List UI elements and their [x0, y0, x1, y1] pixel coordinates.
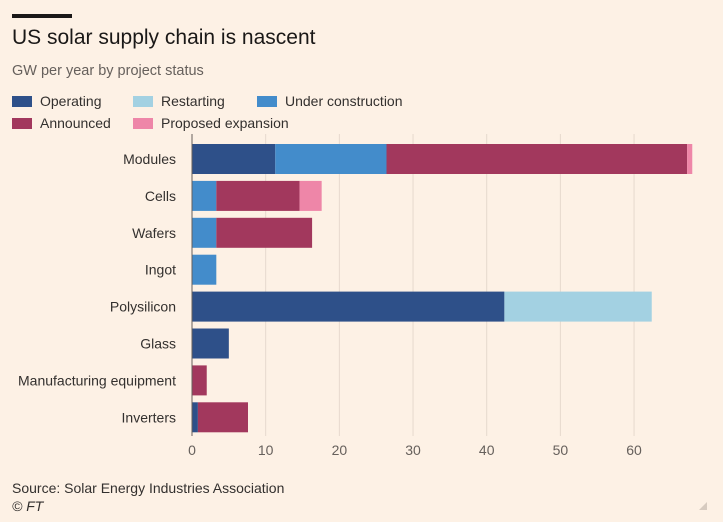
legend-swatch-restarting: [133, 95, 153, 107]
bar-cells-announced: [216, 180, 300, 211]
legend-item-proposed-expansion: Proposed expansion: [133, 115, 289, 131]
legend-swatch-proposed-expansion: [133, 117, 153, 129]
bar-inverters-announced: [197, 402, 248, 433]
legend-swatch-announced: [12, 117, 32, 129]
x-tick-label-40: 40: [479, 442, 495, 458]
bar-inverters-operating: [192, 402, 198, 433]
bar-glass-operating: [192, 328, 229, 359]
x-tick-label-30: 30: [405, 442, 421, 458]
bar-modules-under-construction: [275, 144, 387, 174]
bar-polysilicon-operating: [192, 291, 505, 322]
chart-title: US solar supply chain is nascent: [12, 26, 316, 49]
x-tick-label-10: 10: [258, 442, 274, 458]
legend-item-operating: Operating: [12, 93, 101, 109]
category-label-cells: Cells: [145, 188, 176, 204]
bar-wafers-under-construction: [192, 217, 217, 248]
resize-corner-icon: [699, 502, 707, 510]
x-tick-label-0: 0: [188, 442, 196, 458]
category-label-inverters: Inverters: [122, 409, 176, 425]
legend-swatch-operating: [12, 95, 32, 107]
bar-chart: 0 10 20 30 40 50 60 Modules Cells Wafers Ingot Poly…: [18, 134, 693, 458]
x-tick-label-50: 50: [553, 442, 569, 458]
bar-polysilicon-restarting: [504, 291, 652, 322]
bar-wafers-announced: [216, 217, 313, 248]
bar-modules-operating: [192, 144, 276, 174]
x-tick-label-60: 60: [626, 442, 642, 458]
legend: Operating Restarting Under construction …: [12, 93, 712, 133]
legend-label-proposed-expansion: Proposed expansion: [161, 115, 289, 131]
legend-swatch-under-construction: [257, 95, 277, 107]
x-tick-label-20: 20: [332, 442, 348, 458]
category-label-glass: Glass: [140, 336, 176, 352]
legend-label-restarting: Restarting: [161, 93, 225, 109]
credit: © FT: [12, 498, 44, 514]
legend-label-announced: Announced: [40, 115, 111, 131]
bar-cells-under-construction: [192, 180, 217, 211]
category-label-ingot: Ingot: [145, 262, 176, 278]
legend-item-restarting: Restarting: [133, 93, 225, 109]
bar-modules-announced: [386, 144, 688, 174]
category-label-modules: Modules: [123, 151, 176, 167]
legend-item-announced: Announced: [12, 115, 111, 131]
source-note: Source: Solar Energy Industries Associat…: [12, 480, 285, 496]
bar-cells-proposed-expansion: [299, 180, 322, 211]
legend-label-operating: Operating: [40, 93, 102, 109]
title-accent-bar: [12, 14, 72, 18]
category-label-wafers: Wafers: [132, 225, 176, 241]
bar-manufacturing-equipment-announced: [192, 365, 207, 396]
chart-subtitle: GW per year by project status: [12, 63, 204, 79]
category-label-manufacturing-equipment: Manufacturing equipment: [18, 372, 176, 388]
bar-ingot-under-construction: [192, 254, 217, 285]
legend-label-under-construction: Under construction: [285, 93, 403, 109]
category-label-polysilicon: Polysilicon: [110, 299, 176, 315]
legend-item-under-construction: Under construction: [257, 93, 403, 109]
bar-modules-proposed-expansion: [687, 144, 693, 174]
